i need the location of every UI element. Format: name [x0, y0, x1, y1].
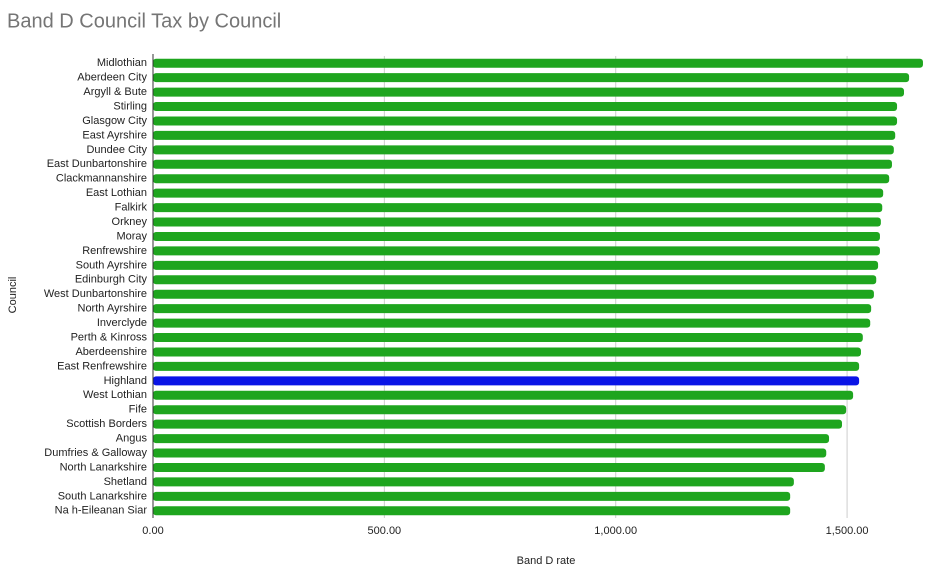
- bar: [153, 347, 861, 357]
- y-axis-title: Council: [7, 277, 19, 314]
- bar: [153, 419, 842, 429]
- y-tick-label: East Dunbartonshire: [47, 158, 147, 170]
- y-tick-label: South Ayrshire: [76, 259, 147, 271]
- bar: [153, 506, 791, 516]
- bar: [153, 130, 896, 140]
- bar: [153, 174, 890, 184]
- y-tick-label: Midlothian: [97, 57, 147, 69]
- bar: [153, 102, 898, 112]
- x-axis-title: Band D rate: [517, 555, 576, 567]
- bar: [153, 145, 894, 155]
- y-tick-label: Aberdeen City: [77, 72, 147, 84]
- y-tick-label: East Renfrewshire: [57, 360, 147, 372]
- y-tick-label: North Ayrshire: [78, 303, 148, 315]
- y-tick-label: Orkney: [112, 216, 148, 228]
- y-tick-label: Scottish Borders: [66, 418, 147, 430]
- bar: [153, 260, 879, 270]
- bar: [153, 159, 892, 169]
- bar: [153, 491, 791, 501]
- bar: [153, 289, 874, 299]
- x-tick-label: 0.00: [142, 525, 163, 537]
- bar: [153, 231, 880, 241]
- y-tick-label: Falkirk: [115, 202, 148, 214]
- bar: [153, 217, 881, 227]
- bar: [153, 448, 827, 458]
- bar: [153, 390, 854, 400]
- bar: [153, 116, 898, 126]
- x-tick-label: 1,000.00: [594, 525, 637, 537]
- y-tick-label: Angus: [116, 433, 148, 445]
- y-tick-label: Glasgow City: [82, 115, 147, 127]
- y-tick-label: Edinburgh City: [75, 274, 148, 286]
- bar: [153, 73, 910, 83]
- y-tick-label: West Lothian: [83, 389, 147, 401]
- y-tick-label: West Dunbartonshire: [44, 288, 147, 300]
- chart-title: Band D Council Tax by Council: [7, 10, 281, 32]
- y-tick-label: Aberdeenshire: [75, 346, 147, 358]
- y-tick-label: Dumfries & Galloway: [44, 447, 147, 459]
- x-tick-label: 500.00: [368, 525, 402, 537]
- bar: [153, 188, 884, 198]
- bar: [153, 462, 825, 472]
- y-tick-label: Clackmannanshire: [56, 173, 147, 185]
- bar: [153, 361, 860, 371]
- bar: [153, 87, 904, 97]
- y-tick-label: East Lothian: [86, 187, 147, 199]
- bar: [153, 58, 923, 68]
- y-tick-label: Na h-Eileanan Siar: [55, 505, 148, 517]
- bar: [153, 275, 877, 285]
- y-tick-label: Moray: [116, 230, 147, 242]
- y-tick-label: Renfrewshire: [82, 245, 147, 257]
- y-tick-label: South Lanarkshire: [58, 490, 147, 502]
- bar: [153, 304, 872, 314]
- y-tick-label: Fife: [129, 404, 147, 416]
- y-tick-label: Stirling: [113, 100, 147, 112]
- bar: [153, 318, 871, 328]
- bar: [153, 333, 863, 343]
- y-tick-label: Argyll & Bute: [83, 86, 147, 98]
- bar: [153, 376, 860, 386]
- y-tick-label: Inverclyde: [97, 317, 147, 329]
- bar: [153, 203, 883, 213]
- bar: [153, 434, 830, 444]
- bar: [153, 246, 880, 256]
- y-tick-label: Highland: [104, 375, 147, 387]
- y-tick-label: Dundee City: [86, 144, 147, 156]
- y-tick-label: Perth & Kinross: [71, 331, 148, 343]
- bar: [153, 405, 847, 415]
- y-tick-label: East Ayrshire: [82, 129, 147, 141]
- bar: [153, 477, 794, 487]
- y-tick-label: Shetland: [104, 476, 147, 488]
- y-tick-label: North Lanarkshire: [60, 461, 147, 473]
- x-tick-label: 1,500.00: [826, 525, 869, 537]
